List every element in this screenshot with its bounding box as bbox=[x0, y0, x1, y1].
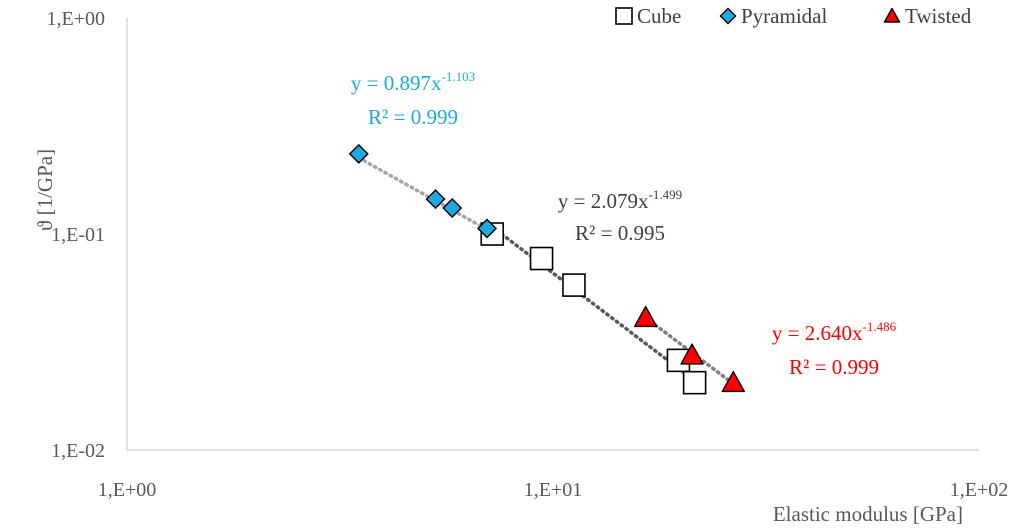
legend-twisted-label: Twisted bbox=[905, 4, 972, 28]
y-tick-label: 1,E+00 bbox=[47, 8, 106, 30]
cube-equation-exponent: -1.499 bbox=[649, 187, 683, 202]
legend: Cube Pyramidal Twisted bbox=[615, 4, 972, 28]
cube-point bbox=[529, 246, 554, 271]
data-points bbox=[348, 143, 746, 395]
x-axis-title: Elastic modulus [GPa] bbox=[773, 502, 963, 526]
legend-cube-label: Cube bbox=[637, 4, 681, 28]
pyramidal-point bbox=[425, 189, 446, 210]
y-tick-label: 1,E-02 bbox=[51, 440, 105, 462]
cube-equation: y = 2.079x-1.499 bbox=[558, 187, 682, 213]
axes: 1,E+00 1,E+01 1,E+02 1,E+00 1,E-01 1,E-02 bbox=[47, 8, 1009, 501]
twisted-equation-exponent: -1.486 bbox=[863, 319, 897, 334]
y-axis-title: ϑ [1/GPa] bbox=[33, 149, 57, 231]
y-tick-label: 1,E-01 bbox=[51, 224, 105, 246]
twisted-r-squared: R² = 0.999 bbox=[789, 355, 879, 379]
twisted-equation-base: y = 2.640x bbox=[772, 321, 863, 345]
cube-equation-base: y = 2.079x bbox=[558, 189, 649, 213]
cube-point bbox=[682, 370, 707, 395]
cube-point bbox=[562, 273, 586, 297]
pyramidal-point bbox=[442, 197, 463, 218]
pyramidal-point bbox=[348, 143, 369, 164]
twisted-point bbox=[721, 370, 746, 393]
pyramidal-r-squared: R² = 0.999 bbox=[368, 105, 458, 129]
x-tick-label: 1,E+00 bbox=[98, 479, 157, 501]
pyramidal-trendline bbox=[357, 156, 489, 232]
x-tick-label: 1,E+01 bbox=[524, 479, 583, 501]
cube-r-squared: R² = 0.995 bbox=[575, 221, 665, 245]
pyramidal-equation-exponent: -1.103 bbox=[442, 69, 476, 84]
twisted-point bbox=[633, 305, 658, 328]
pyramidal-equation: y = 0.897x-1.103 bbox=[351, 69, 475, 95]
trend-equations: y = 2.079x-1.499 R² = 0.995 y = 0.897x-1.1… bbox=[351, 69, 897, 379]
legend-pyramidal-label: Pyramidal bbox=[741, 4, 827, 28]
twisted-equation: y = 2.640x-1.486 bbox=[772, 319, 897, 345]
legend-twisted-marker bbox=[883, 7, 901, 23]
legend-pyramidal-marker bbox=[719, 7, 737, 25]
x-tick-label: 1,E+02 bbox=[950, 479, 1009, 501]
pyramidal-equation-base: y = 0.897x bbox=[351, 71, 442, 95]
cube-trendline bbox=[490, 225, 697, 383]
legend-cube-marker bbox=[615, 7, 633, 25]
twisted-point bbox=[680, 343, 704, 365]
pyramidal-point bbox=[477, 218, 498, 239]
